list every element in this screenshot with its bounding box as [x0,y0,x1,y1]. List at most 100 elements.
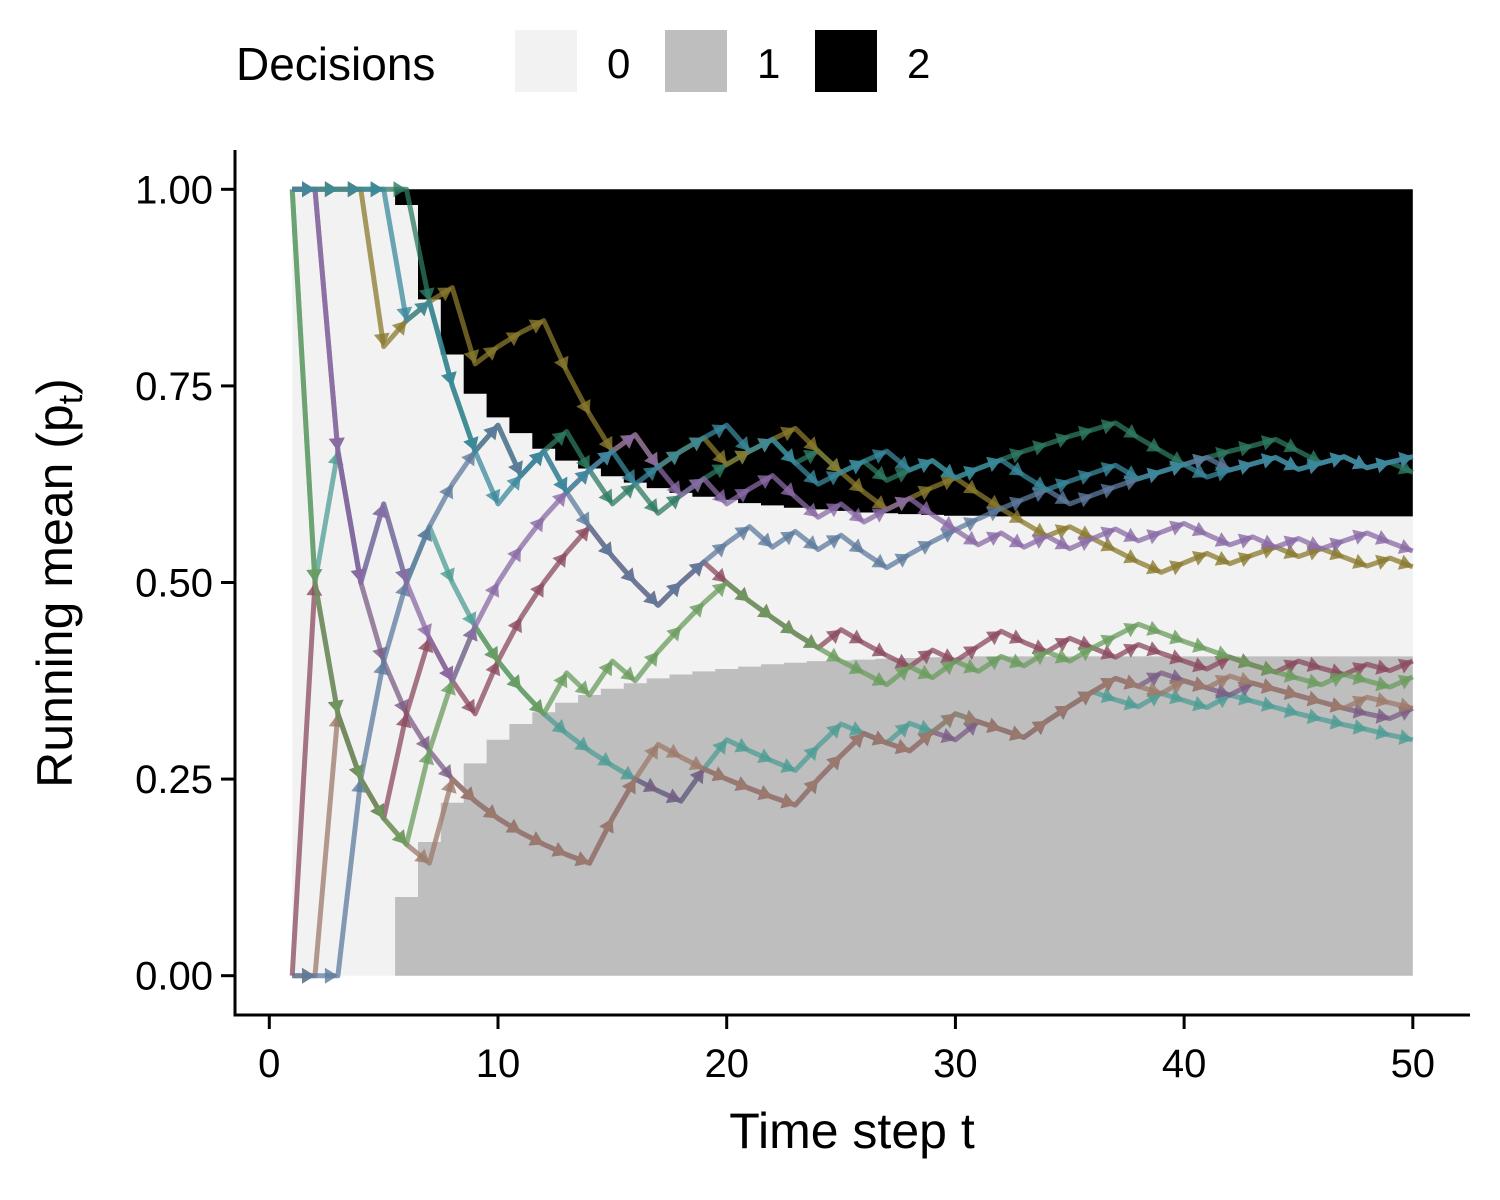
series-4-point [963,479,979,494]
series-4-point [554,355,569,371]
series-9-point [417,623,432,639]
series-9-point [825,503,842,518]
series-10-point [1260,453,1276,469]
series-6-point [711,567,727,583]
series-5-point [1100,678,1116,692]
series-3-point [1260,435,1276,451]
series-6-point [1054,638,1070,652]
series-10-point [347,181,361,198]
series-7-point [940,528,956,543]
series-10-point [529,451,544,467]
series-8-point [848,659,864,675]
series-3-point [620,484,636,499]
series-1-point [574,736,590,751]
series-7-point [803,535,819,550]
series-9-point [1008,533,1024,548]
series-9-point [1214,532,1230,547]
legend-label-1: 1 [757,40,780,87]
series-8-point [1306,673,1322,689]
series-10-point [370,181,384,198]
series-9-point [1100,526,1116,542]
series-8-point [711,582,727,598]
series-7-point [439,484,454,500]
legend-label-0: 0 [607,40,630,87]
series-9-point [917,500,933,515]
series-8-point [1237,653,1253,669]
series-3-point [1397,459,1413,475]
series-7-point [963,517,979,532]
series-6-point [1375,659,1390,675]
series-10-point [1169,460,1185,476]
x-tick-label: 0 [258,1042,280,1086]
series-4-point [1397,554,1413,570]
series-8-point [1100,634,1116,649]
series-5-point [849,733,864,749]
y-axis-title-subscript: t [52,394,90,404]
series-9-point [462,626,478,642]
x-axis-title: Time step t [729,1103,975,1159]
series-3-point [1078,425,1093,442]
series-4-point [1237,552,1253,568]
axes: 0 10 20 30 40 50 0.00 0.25 0.50 0.75 1.00 [135,150,1470,1086]
series-1-point [462,611,477,627]
series-2-point [394,698,409,714]
series-9-point [894,496,910,512]
series-6-point [395,713,412,729]
series-10-point [1329,452,1345,468]
series-4-point [985,494,1002,509]
series-4-point [1283,544,1299,559]
y-ticks: 0.00 0.25 0.50 0.75 1.00 [135,168,235,999]
series-9-point [1237,533,1253,549]
series-7-point [1054,490,1070,504]
series-4-point [803,436,819,452]
series-3-point [711,464,727,479]
series-4-point [1191,551,1207,566]
series-4-point [826,457,842,473]
series-6-point [1192,657,1207,673]
series-1-point [1192,696,1207,712]
series-9-point [1374,530,1390,545]
series-2-point [940,728,956,744]
x-tick-label: 10 [476,1042,521,1086]
series-5-point [1031,720,1047,735]
x-tick-label: 30 [933,1042,978,1086]
series-1-point [848,721,864,736]
series-7-point [666,582,681,598]
series-1-point [1329,714,1345,730]
series-1-point [734,737,750,753]
series-9-point [372,503,388,519]
series-9-point [757,475,773,489]
series-10-point [1077,469,1093,485]
legend-key-1 [665,30,727,92]
series-9-point [328,437,345,452]
series-8-point [418,750,435,766]
series-5-point [1123,674,1139,690]
series-5-point [1214,674,1230,690]
series-9-point [1329,537,1345,553]
series-5-point [963,709,979,725]
series-9-point [666,480,681,496]
series-5-point [1009,725,1024,741]
series-1-point [1260,696,1276,712]
series-7-point [825,535,842,549]
series-9-point [507,547,521,563]
series-1-point [1398,729,1413,745]
series-9-point [734,488,750,503]
series-9-point [963,530,979,545]
series-7-point [483,425,498,441]
series-1-point [712,739,727,755]
series-5-point [599,818,614,834]
series-10-point [1100,462,1116,478]
series-8-point [1054,648,1070,664]
series-8-point [506,674,521,690]
series-4-point [780,426,796,442]
series-10-point [485,488,501,504]
series-7-point [1192,453,1207,469]
series-8-point [1009,653,1024,669]
series-6-point [530,582,544,598]
series-1-point [917,719,933,735]
series-1-point [803,746,819,761]
series-5-point [757,785,773,801]
legend: Decisions 0 1 2 [236,30,930,92]
series-6-point [871,642,887,657]
